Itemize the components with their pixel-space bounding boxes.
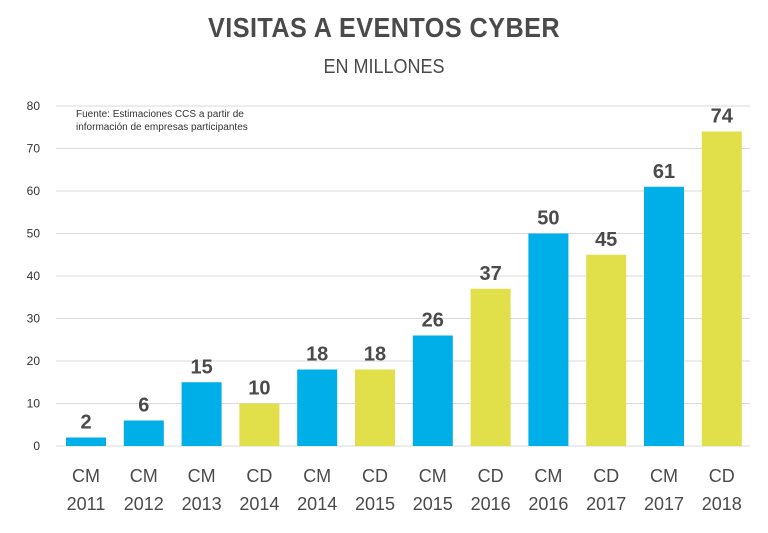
x-tick-label-year: 2014 bbox=[239, 494, 279, 514]
bar-value-label: 10 bbox=[248, 378, 270, 400]
x-tick-label-year: 2018 bbox=[702, 494, 742, 514]
bar bbox=[66, 437, 106, 446]
x-tick-label-year: 2017 bbox=[644, 494, 684, 514]
bar-value-label: 18 bbox=[306, 344, 328, 366]
y-tick-label: 20 bbox=[27, 354, 41, 368]
bar bbox=[123, 420, 164, 446]
source-note: Fuente: Estimaciones CCS a partir de inf… bbox=[76, 109, 248, 133]
bar-value-label: 26 bbox=[422, 310, 444, 332]
x-tick-label-year: 2016 bbox=[471, 494, 511, 514]
bar-value-label: 61 bbox=[653, 161, 675, 183]
x-tick-label-year: 2015 bbox=[355, 494, 395, 514]
bar-value-label: 15 bbox=[190, 356, 212, 378]
bar-value-label: 37 bbox=[479, 263, 501, 285]
bar bbox=[239, 403, 280, 446]
x-tick-label-year: 2013 bbox=[182, 494, 222, 514]
chart-title: VISITAS A EVENTOS CYBER bbox=[207, 12, 561, 43]
chart-subtitle: EN MILLONES bbox=[323, 56, 445, 78]
x-tick-label-event: CD bbox=[478, 466, 504, 486]
bar bbox=[297, 369, 338, 446]
x-tick-label-year: 2017 bbox=[586, 494, 626, 514]
bar bbox=[528, 233, 569, 446]
bar bbox=[355, 369, 395, 446]
bar-value-label: 50 bbox=[537, 208, 559, 230]
x-tick-label-year: 2015 bbox=[413, 494, 453, 514]
x-tick-label-event: CM bbox=[303, 466, 331, 486]
y-tick-label: 30 bbox=[27, 312, 41, 326]
bar bbox=[470, 288, 511, 446]
x-tick-label-event: CM bbox=[419, 466, 447, 486]
y-tick-label: 60 bbox=[27, 184, 41, 198]
x-tick-label-event: CD bbox=[362, 466, 388, 486]
x-tick-label-year: 2014 bbox=[297, 494, 337, 514]
x-tick-label-year: 2016 bbox=[528, 494, 568, 514]
x-tick-label-year: 2011 bbox=[67, 494, 106, 514]
x-tick-label-year: 2012 bbox=[124, 494, 164, 514]
x-tick-label-event: CM bbox=[72, 466, 100, 486]
bar-value-label: 45 bbox=[595, 229, 617, 251]
y-tick-label: 40 bbox=[27, 269, 41, 283]
y-tick-label: 80 bbox=[27, 99, 41, 113]
x-tick-label-event: CM bbox=[534, 466, 562, 486]
x-tick-label-event: CD bbox=[593, 466, 619, 486]
y-tick-label: 50 bbox=[27, 227, 41, 241]
bar-value-label: 2 bbox=[80, 412, 91, 434]
x-tick-label-event: CM bbox=[650, 466, 678, 486]
x-tick-label-event: CM bbox=[188, 466, 216, 486]
bar-value-label: 18 bbox=[364, 344, 386, 366]
bar-value-label: 74 bbox=[711, 106, 734, 128]
bar bbox=[644, 186, 684, 446]
bar bbox=[412, 335, 453, 446]
bar bbox=[181, 382, 222, 446]
bar bbox=[701, 131, 742, 446]
x-tick-label-event: CD bbox=[709, 466, 735, 486]
y-tick-label: 0 bbox=[33, 439, 40, 453]
y-tick-label: 10 bbox=[27, 397, 41, 411]
y-tick-label: 70 bbox=[27, 142, 41, 156]
bar-value-label: 6 bbox=[138, 395, 149, 417]
x-tick-label-event: CD bbox=[246, 466, 272, 486]
bar bbox=[586, 254, 627, 446]
x-tick-label-event: CM bbox=[130, 466, 158, 486]
